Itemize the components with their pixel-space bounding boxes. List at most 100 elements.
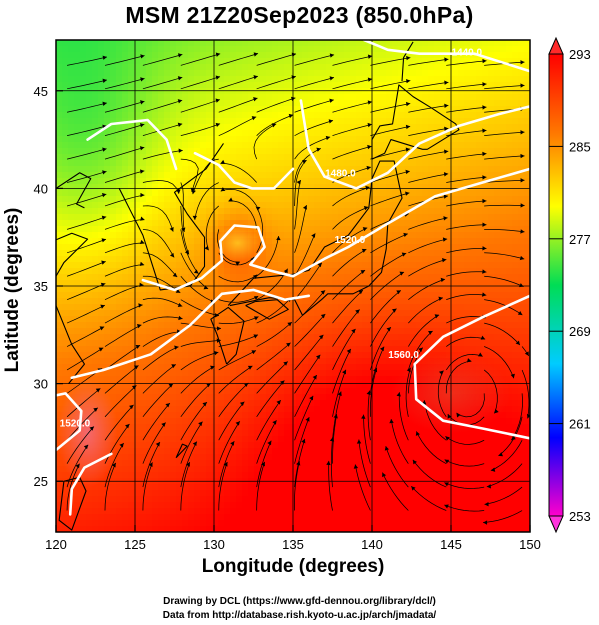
field-cell (350, 406, 357, 413)
field-cell (482, 280, 489, 287)
field-cell (446, 280, 453, 287)
field-cell (404, 154, 411, 161)
field-cell (212, 376, 219, 383)
field-cell (176, 46, 183, 53)
field-cell (434, 208, 441, 215)
field-cell (386, 208, 393, 215)
field-cell (104, 352, 111, 359)
field-cell (488, 214, 495, 221)
field-cell (386, 316, 393, 323)
field-cell (56, 238, 63, 245)
field-cell (86, 340, 93, 347)
field-cell (110, 238, 117, 245)
field-cell (398, 100, 405, 107)
field-cell (236, 214, 243, 221)
field-cell (86, 148, 93, 155)
field-cell (314, 286, 321, 293)
field-cell (140, 280, 147, 287)
field-cell (266, 46, 273, 53)
field-cell (428, 352, 435, 359)
field-cell (212, 286, 219, 293)
field-cell (122, 226, 129, 233)
field-cell (188, 148, 195, 155)
field-cell (272, 64, 279, 71)
field-cell (212, 76, 219, 83)
field-cell (266, 136, 273, 143)
field-cell (218, 142, 225, 149)
field-cell (152, 310, 159, 317)
field-cell (176, 304, 183, 311)
field-cell (56, 202, 63, 209)
field-cell (110, 328, 117, 335)
field-cell (254, 406, 261, 413)
field-cell (98, 214, 105, 221)
field-cell (140, 256, 147, 263)
field-cell (482, 88, 489, 95)
field-cell (152, 100, 159, 107)
field-cell (266, 250, 273, 257)
field-cell (410, 52, 417, 59)
field-cell (518, 346, 525, 353)
field-cell (440, 286, 447, 293)
field-cell (452, 232, 459, 239)
field-cell (128, 340, 135, 347)
field-cell (332, 106, 339, 113)
field-cell (416, 238, 423, 245)
field-cell (428, 340, 435, 347)
field-cell (482, 46, 489, 53)
field-cell (92, 136, 99, 143)
field-cell (212, 250, 219, 257)
field-cell (110, 274, 117, 281)
field-cell (428, 220, 435, 227)
field-cell (266, 94, 273, 101)
field-cell (434, 250, 441, 257)
field-cell (308, 334, 315, 341)
field-cell (62, 196, 69, 203)
field-cell (158, 76, 165, 83)
field-cell (506, 286, 513, 293)
field-cell (284, 376, 291, 383)
field-cell (200, 304, 207, 311)
field-cell (518, 184, 525, 191)
field-cell (86, 64, 93, 71)
field-cell (476, 244, 483, 251)
field-cell (398, 172, 405, 179)
field-cell (74, 352, 81, 359)
field-cell (134, 382, 141, 389)
field-cell (506, 340, 513, 347)
field-cell (434, 160, 441, 167)
field-cell (74, 100, 81, 107)
field-cell (296, 406, 303, 413)
field-cell (476, 88, 483, 95)
field-cell (368, 160, 375, 167)
field-cell (320, 262, 327, 269)
field-cell (104, 178, 111, 185)
field-cell (188, 406, 195, 413)
field-cell (392, 40, 399, 47)
field-cell (356, 196, 363, 203)
field-cell (80, 238, 87, 245)
field-cell (152, 184, 159, 191)
field-cell (440, 94, 447, 101)
field-cell (80, 184, 87, 191)
field-cell (428, 64, 435, 71)
field-cell (368, 262, 375, 269)
field-cell (134, 208, 141, 215)
field-cell (248, 64, 255, 71)
field-cell (110, 52, 117, 59)
field-cell (152, 298, 159, 305)
field-cell (398, 358, 405, 365)
field-cell (368, 328, 375, 335)
field-cell (512, 88, 519, 95)
field-cell (242, 82, 249, 89)
field-cell (296, 52, 303, 59)
field-cell (440, 322, 447, 329)
field-cell (116, 136, 123, 143)
field-cell (476, 334, 483, 341)
field-cell (236, 268, 243, 275)
field-cell (140, 202, 147, 209)
field-cell (350, 154, 357, 161)
field-cell (128, 238, 135, 245)
field-cell (218, 340, 225, 347)
field-cell (374, 178, 381, 185)
